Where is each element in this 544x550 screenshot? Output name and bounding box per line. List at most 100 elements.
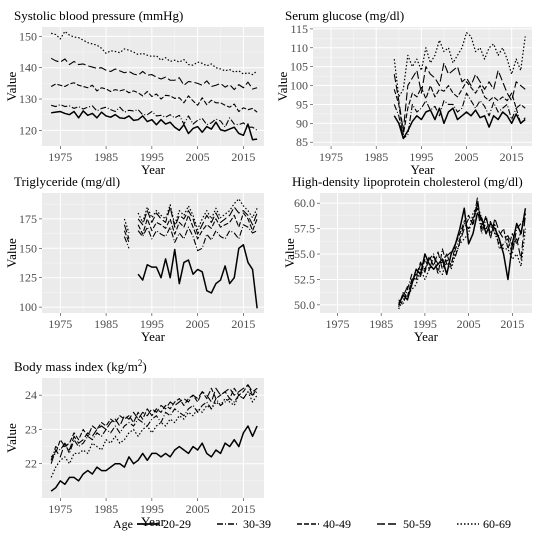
y-tick-label: 23 [25,422,37,436]
y-tick-label: 24 [25,388,37,402]
legend-label: 30-39 [243,517,271,531]
x-tick-label: 1975 [319,150,343,164]
legend-title: Age [113,517,133,531]
legend-item-30-39: 30-39 [217,517,271,531]
x-tick-label: 1985 [364,150,388,164]
x-axis-label: Year [141,514,166,529]
chart-panel-2: 1975 1985 1995 2005 2015 85 90 95 100 105 110 115Se… [275,8,532,177]
chart-panel-1: 1975 1985 1995 2005 2015 120 130 140 150 Systolic… [4,8,264,177]
series-line-20-29 [51,110,258,141]
y-tick-label: 120 [19,123,37,137]
x-tick-label: 2015 [231,317,255,331]
x-tick-label: 1995 [409,150,433,164]
series-line-50-59 [50,57,258,91]
y-axis-label: Value [275,71,290,101]
series-line-40-49 [393,81,526,136]
x-axis-label: Year [411,162,436,177]
chart-panel-3: 1975 1985 1995 2005 2015 100 125 150 175 Triglyce… [4,174,264,344]
series-line-50-59 [123,206,258,240]
legend-label: 50-59 [403,517,431,531]
y-axis-label: Value [4,238,19,268]
y-tick-label: 100 [290,79,308,93]
series-line-50-59 [393,62,526,132]
legend-item-20-29: 20-29 [137,517,191,531]
series-line-40-49 [50,384,258,458]
chart-title: High-density lipoprotein cholesterol (mg… [292,174,523,189]
x-tick-label: 2005 [457,317,481,331]
x-tick-label: 1985 [94,317,118,331]
y-tick-label: 105 [290,60,308,74]
y-tick-label: 125 [19,271,37,285]
series-line-30-39 [123,224,258,252]
series-line-40-49 [123,212,258,243]
y-axis-label: Value [282,238,297,268]
chart-title: Serum glucose (mg/dl) [285,8,404,23]
legend: Age 20-29 30-39 40-49 50-59 60-69 [113,517,511,531]
y-tick-label: 95 [296,97,308,111]
x-tick-label: 1975 [48,150,72,164]
y-tick-label: 140 [19,61,37,75]
y-tick-label: 100 [19,300,37,314]
series-line-50-59 [50,384,258,464]
y-tick-label: 115 [290,22,308,36]
x-tick-label: 1985 [369,317,393,331]
y-tick-label: 55.0 [294,247,315,261]
series-line-40-49 [398,202,526,308]
y-tick-label: 110 [290,41,308,55]
x-tick-label: 2015 [231,502,255,516]
y-tick-label: 57.5 [294,222,315,236]
y-tick-label: 50.0 [294,298,315,312]
series-line-30-39 [393,92,526,139]
x-tick-label: 1975 [48,317,72,331]
legend-item-60-69: 60-69 [457,517,511,531]
legend-label: 60-69 [483,517,511,531]
y-tick-label: 52.5 [294,272,315,286]
series-line-30-39 [398,207,526,306]
x-tick-label: 1995 [413,317,437,331]
x-tick-label: 2015 [500,317,524,331]
series-line-20-29 [50,425,258,492]
series-line-30-39 [51,104,258,131]
series-line-20-29 [137,244,258,309]
series-line-20-29 [393,107,526,140]
y-tick-label: 130 [19,92,37,106]
y-tick-label: 150 [19,241,37,255]
chart-panel-4: 1975 1985 1995 2005 2015 50.0 52.5 55.0 57.5 60.0… [282,174,532,344]
chart-title: Systolic blood pressure (mmHg) [14,8,183,23]
legend-label: 20-29 [163,517,191,531]
x-tick-label: 1975 [48,502,72,516]
y-axis-label: Value [4,423,19,453]
y-tick-label: 85 [296,135,308,149]
panel-background [42,378,264,498]
series-line-40-49 [50,82,258,113]
x-tick-label: 1995 [140,150,164,164]
series-line-60-69 [123,198,258,234]
x-tick-label: 2005 [186,150,210,164]
panel-background [320,193,532,313]
x-tick-label: 1995 [140,502,164,516]
panel-background [42,193,264,313]
series-line-60-69 [398,204,527,310]
x-axis-label: Year [141,329,166,344]
series-line-60-69 [393,32,526,98]
x-axis-label: Year [414,329,439,344]
series-line-50-59 [398,197,526,304]
x-tick-label: 1985 [94,502,118,516]
x-tick-label: 1975 [325,317,349,331]
chart-title: Triglyceride (mg/dl) [14,174,120,189]
y-tick-label: 150 [19,29,37,43]
x-tick-label: 2005 [186,502,210,516]
x-tick-label: 2015 [231,150,255,164]
x-tick-label: 2005 [186,317,210,331]
legend-item-40-49: 40-49 [297,517,351,531]
y-tick-label: 22 [25,457,37,471]
chart-panel-5: 1975 1985 1995 2005 2015 22 23 24 Body mass inde… [4,358,264,529]
series-line-30-39 [50,391,258,461]
x-tick-label: 2005 [455,150,479,164]
x-tick-label: 2015 [500,150,524,164]
x-tick-label: 1985 [94,150,118,164]
y-tick-label: 60.0 [294,196,315,210]
legend-item-50-59: 50-59 [377,517,431,531]
y-tick-label: 175 [19,212,37,226]
